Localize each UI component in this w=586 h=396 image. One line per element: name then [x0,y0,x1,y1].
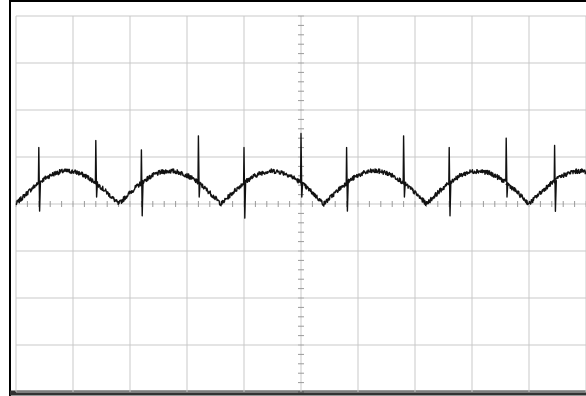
plot-frame [9,0,586,396]
waveform-trace-group [15,132,586,219]
waveform-trace-0 [15,132,586,219]
